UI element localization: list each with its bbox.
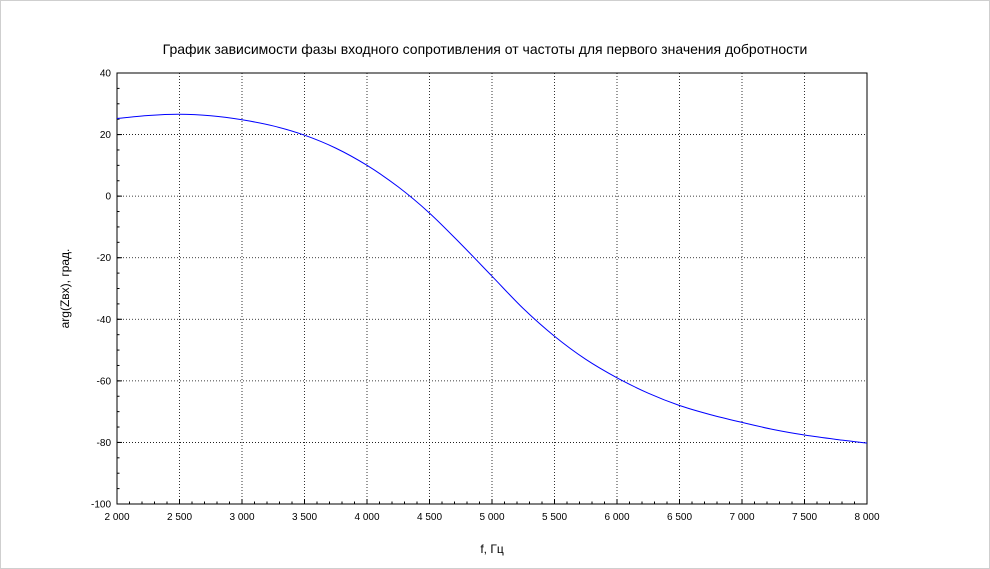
x-tick-label: 3 500	[292, 512, 317, 523]
y-tick-label: -80	[97, 438, 112, 449]
x-tick-label: 8 000	[854, 512, 879, 523]
y-tick-label: 0	[105, 192, 111, 203]
ticks	[116, 72, 868, 505]
chart-title: График зависимости фазы входного сопроти…	[163, 41, 808, 57]
x-tick-label: 5 500	[542, 512, 567, 523]
x-tick-label: 2 000	[104, 512, 129, 523]
x-tick-label: 2 500	[167, 512, 192, 523]
y-tick-label: -100	[91, 500, 111, 511]
x-tick-label: 4 000	[354, 512, 379, 523]
x-tick-label: 7 000	[729, 512, 754, 523]
y-tick-label: -60	[97, 376, 112, 387]
x-tick-label: 3 000	[229, 512, 254, 523]
y-tick-label: -40	[97, 315, 112, 326]
y-tick-label: -20	[97, 253, 112, 264]
x-axis-label: f, Гц	[480, 542, 504, 556]
y-axis-label: arg(Zвх), град.	[58, 249, 72, 329]
grid	[117, 73, 867, 504]
x-tick-label: 6 500	[667, 512, 692, 523]
x-tick-label: 7 500	[792, 512, 817, 523]
series-line	[116, 113, 868, 444]
x-tick-label: 4 500	[417, 512, 442, 523]
y-tick-label: 40	[100, 69, 112, 80]
x-tick-label: 6 000	[604, 512, 629, 523]
x-tick-label: 5 000	[479, 512, 504, 523]
tick-labels: 2 000 2 500 3 000 3 500 4 000 4 500 5 000 5 500…	[91, 69, 880, 524]
y-tick-label: 20	[100, 130, 112, 141]
